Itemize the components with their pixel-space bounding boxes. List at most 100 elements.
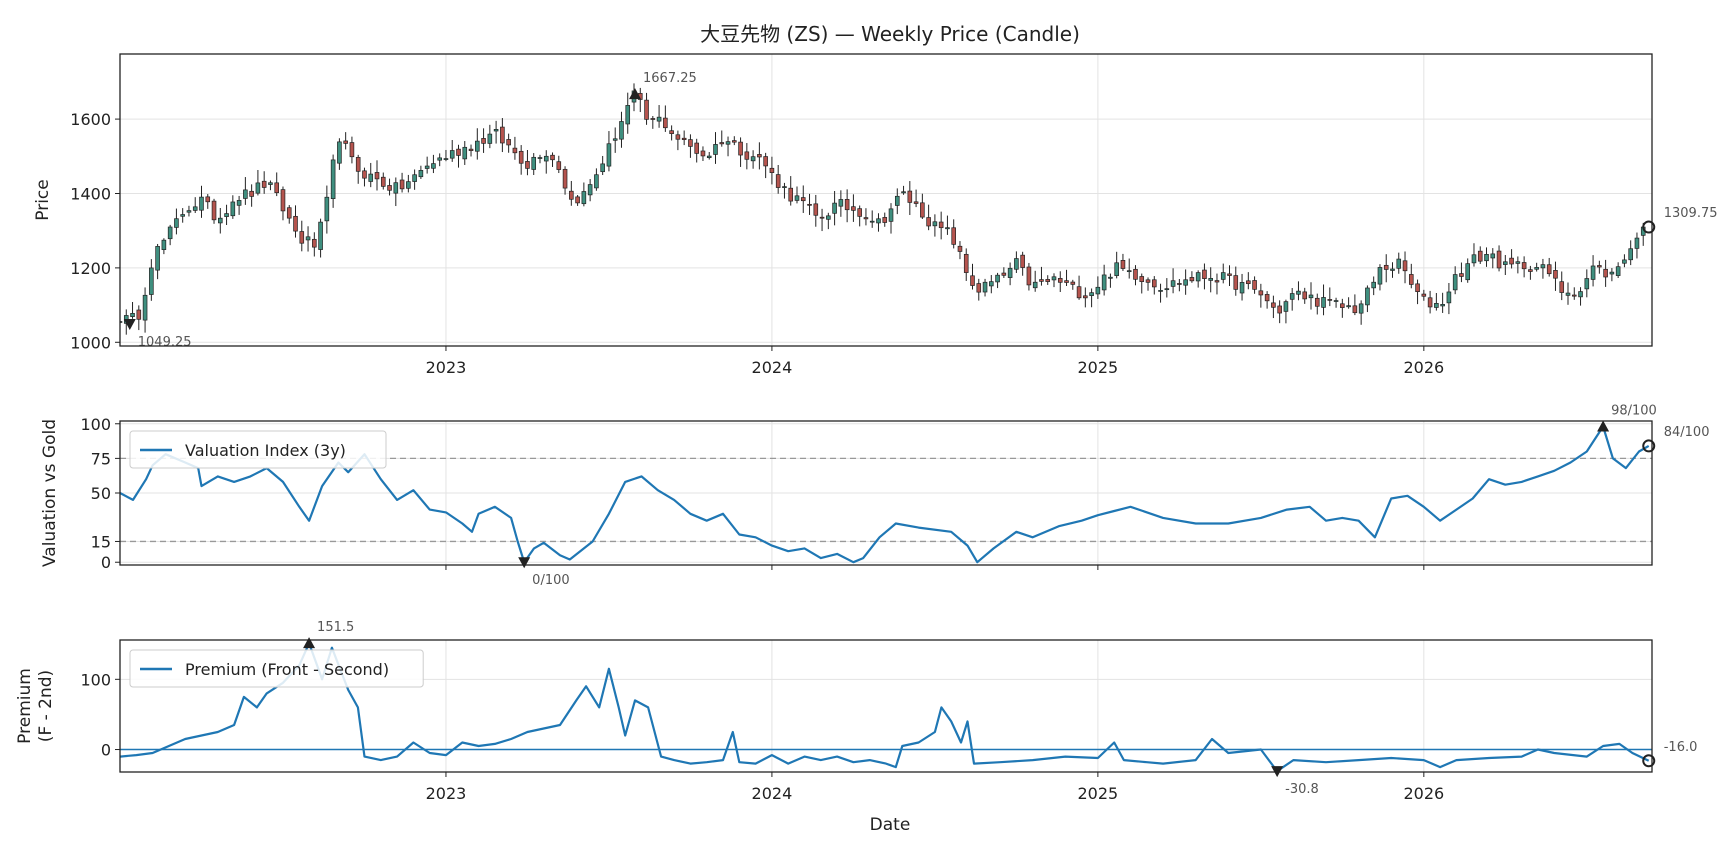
candle-body [1227, 273, 1232, 276]
candle-body [788, 187, 794, 202]
candle-body [518, 150, 524, 164]
x-tick-label: 2023 [426, 784, 467, 803]
candle-body [1233, 275, 1239, 290]
candle-body [932, 221, 938, 227]
x-tick-label: 2026 [1403, 784, 1444, 803]
candle-body [1609, 271, 1615, 275]
series-line [120, 425, 1650, 564]
chart-panels: 1049.251667.251309.751000120014001600202… [15, 53, 1718, 803]
candle-body [1446, 291, 1452, 304]
candle-body [355, 157, 361, 172]
candle-body [989, 281, 994, 287]
annotation-label: 0/100 [532, 573, 569, 588]
candle-body [1158, 290, 1163, 292]
candle-body [1139, 276, 1145, 282]
candle-body [1108, 276, 1113, 279]
candle-body [255, 182, 261, 194]
candle-body [525, 161, 530, 169]
candle-body [1095, 286, 1101, 295]
y-tick-label: 1200 [70, 259, 111, 278]
candle-body [1064, 280, 1069, 283]
candle-body [399, 179, 405, 190]
candle-body [1252, 280, 1257, 290]
candle-body [500, 126, 505, 144]
candle-body [606, 143, 612, 167]
candle-body [562, 168, 568, 189]
candle-body [1377, 267, 1383, 285]
candle-body [963, 253, 969, 273]
candle-body [1114, 262, 1119, 276]
candle-body [581, 191, 587, 205]
legend-box [129, 649, 424, 688]
candle-body [763, 156, 768, 167]
candle-body [1434, 303, 1439, 308]
candle-body [1145, 279, 1151, 283]
candle-body [1521, 262, 1527, 270]
marker-up-triangle [303, 637, 316, 649]
candle-body [180, 214, 185, 217]
candle-body [1183, 279, 1188, 286]
candle-body [1308, 294, 1314, 299]
candle-body [1151, 279, 1157, 288]
x-tick-label: 2024 [752, 358, 793, 377]
candle-body [487, 133, 493, 144]
x-tick-label: 2025 [1078, 784, 1119, 803]
candle-body [982, 281, 988, 293]
candle-body [744, 151, 750, 160]
candle-body [612, 138, 618, 141]
candle-body [330, 159, 336, 199]
x-tick-label: 2025 [1078, 358, 1119, 377]
candle-body [757, 154, 762, 158]
candle-body [174, 218, 179, 228]
candle-body [951, 227, 956, 245]
candle-body [769, 167, 775, 173]
marker-up-triangle [629, 88, 642, 100]
candle-body [1026, 266, 1032, 286]
candle-body [1133, 268, 1138, 280]
y-tick-label: 15 [91, 532, 111, 551]
candle-body [1490, 253, 1496, 259]
y-tick-label: 1600 [70, 110, 111, 129]
candle-body [1540, 264, 1546, 269]
candle-body [851, 206, 856, 211]
candle-body [1170, 280, 1176, 287]
y-axis-label: Valuation vs Gold [40, 419, 60, 567]
candle-body [1415, 283, 1420, 293]
candle-body [1246, 280, 1251, 285]
candle-body [844, 199, 850, 211]
candle-body [1622, 259, 1627, 264]
candle-body [387, 185, 392, 191]
candle-body [349, 142, 355, 158]
legend-label: Valuation Index (3y) [185, 441, 346, 460]
candle-body [656, 116, 662, 122]
x-tick-label: 2026 [1403, 358, 1444, 377]
candle-body [199, 196, 204, 211]
candle-body [362, 170, 367, 179]
candle-body [443, 158, 449, 160]
candle-body [1546, 264, 1552, 275]
candle-body [857, 208, 862, 217]
candle-body [688, 139, 693, 147]
candle-body [1089, 292, 1094, 296]
candle-body [1578, 291, 1583, 298]
candle-body [732, 140, 737, 143]
candle-body [794, 195, 800, 201]
panel-1: 1049.25 1667.25 1309.75 1000 1200 1400 1600 202… [33, 53, 1718, 377]
candle-body [1208, 278, 1213, 281]
x-tick-label: 2024 [752, 784, 793, 803]
candle-body [1045, 279, 1051, 282]
candle-body [976, 283, 982, 293]
panel-3: 151.5 -30.8 -16.0 0 100 2023 2024 2025 2026 Premi… [15, 620, 1697, 803]
candle-body [1076, 286, 1082, 299]
candle-body [1496, 250, 1502, 269]
candle-body [920, 202, 925, 218]
candle-body [970, 275, 975, 286]
candle-body [324, 196, 330, 222]
candle-body [1007, 267, 1013, 278]
candle-body [1220, 272, 1226, 280]
marker-circle [1642, 754, 1656, 768]
candle-body [1396, 258, 1402, 269]
y-axis-label: Premium(F - 2nd) [15, 668, 56, 744]
candle-body [1352, 305, 1358, 314]
